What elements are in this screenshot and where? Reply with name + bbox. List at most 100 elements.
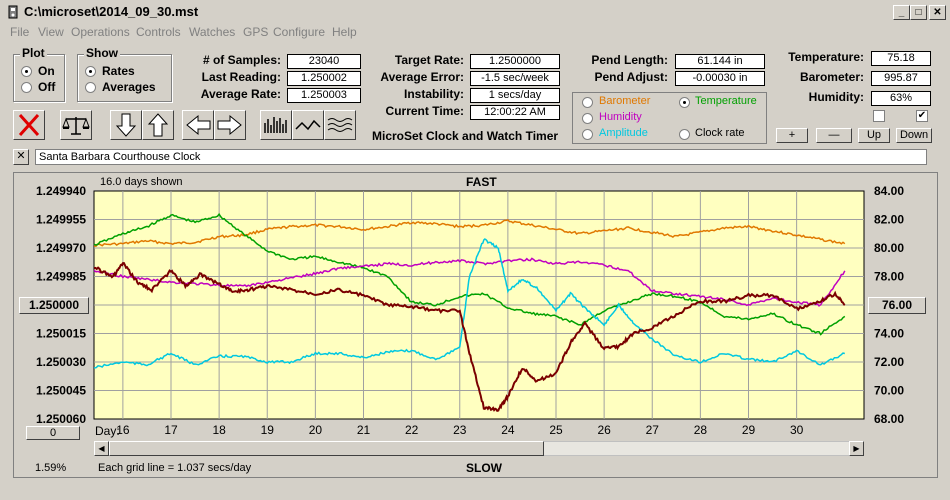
series-line-temperature: [93, 212, 846, 336]
maximize-button[interactable]: □: [910, 5, 927, 20]
app-icon: [8, 5, 18, 19]
show-rates-radio[interactable]: [85, 66, 96, 77]
show-averages-label: Averages: [102, 80, 156, 94]
x-tick-label: 29: [742, 423, 756, 437]
right-axis-ticks: 84.00 82.00 80.00 78.00 74.00 72.00 70.00 68.00: [874, 184, 904, 426]
plot-off-label: Off: [38, 80, 56, 94]
series-line-amplitude: [93, 238, 845, 369]
center-rate-button[interactable]: 1.250000: [19, 297, 89, 314]
triangle-left-icon: ◀: [98, 444, 105, 453]
line-view-button[interactable]: [292, 110, 324, 140]
zoom-in-button[interactable]: +: [776, 128, 808, 143]
x-tick-label: 25: [549, 423, 563, 437]
plot-group-title: Plot: [20, 46, 47, 60]
percent-label: 1.59%: [35, 462, 67, 474]
plot-on-radio[interactable]: [21, 66, 32, 77]
scroll-right-arrow[interactable]: ▶: [849, 441, 864, 456]
temperature-label: Temperature:: [788, 50, 864, 64]
x-tick-label: 20: [309, 423, 323, 437]
x-tick-label: 18: [212, 423, 226, 437]
option-checkbox-2[interactable]: ✔: [916, 110, 928, 122]
show-group: [77, 54, 172, 102]
y-left-tick-label: 1.249970: [36, 241, 86, 255]
y-left-tick-label: 1.250015: [36, 327, 86, 341]
x-tick-label: 17: [164, 423, 178, 437]
average-error-field: -1.5 sec/week: [470, 71, 560, 86]
last-reading-label: Last Reading:: [201, 70, 281, 84]
scroll-left-arrow[interactable]: ◀: [94, 441, 109, 456]
clock-name-input[interactable]: Santa Barbara Courthouse Clock: [35, 149, 927, 165]
offset-button[interactable]: 0: [26, 426, 80, 440]
wave-view-button[interactable]: [324, 110, 356, 140]
y-right-tick-label: 84.00: [874, 184, 904, 198]
show-group-title: Show: [84, 46, 120, 60]
average-error-label: Average Error:: [380, 70, 464, 84]
temperature-radio[interactable]: [679, 97, 690, 108]
temperature-field: 75.18: [871, 51, 931, 66]
arrow-down-icon: [115, 113, 137, 137]
close-window-button[interactable]: ✕: [929, 5, 946, 20]
menu-help[interactable]: Help: [332, 25, 357, 39]
app-caption: MicroSet Clock and Watch Timer: [372, 129, 559, 143]
scale-down-button[interactable]: Down: [896, 128, 932, 143]
left-axis-ticks: 1.249940 1.249955 1.249970 1.249985 1.250015…: [36, 184, 86, 426]
show-averages-radio[interactable]: [85, 82, 96, 93]
humidity-radio[interactable]: [582, 113, 593, 124]
average-rate-field: 1.250003: [287, 88, 361, 103]
x-tick-label: 27: [646, 423, 660, 437]
y-right-tick-label: 80.00: [874, 241, 904, 255]
close-icon: ✕: [933, 7, 942, 18]
y-left-tick-label: 1.250030: [36, 355, 86, 369]
clockrate-radio[interactable]: [679, 129, 690, 140]
menu-operations[interactable]: Operations: [71, 25, 130, 39]
wave-icon: [327, 118, 353, 132]
target-rate-label: Target Rate:: [394, 53, 464, 67]
balance-button[interactable]: [60, 110, 92, 140]
x-tick-label: 30: [790, 423, 804, 437]
center-temp-button[interactable]: 76.00: [868, 297, 926, 314]
grid-note: Each grid line = 1.037 secs/day: [98, 462, 252, 474]
scroll-left-button[interactable]: [182, 110, 214, 140]
humidity-field: 63%: [871, 91, 931, 106]
menu-watches[interactable]: Watches: [189, 25, 236, 39]
scale-up-button[interactable]: Up: [858, 128, 890, 143]
barometer-radio[interactable]: [582, 97, 593, 108]
plot-on-label: On: [38, 64, 55, 78]
x-tick-label: 26: [597, 423, 611, 437]
last-reading-field: 1.250002: [287, 71, 361, 86]
menu-gps[interactable]: GPS: [243, 25, 269, 39]
minimize-icon: _: [898, 7, 905, 18]
y-left-tick-label: 1.250060: [36, 412, 86, 426]
sensor-select-box: [572, 92, 767, 144]
samples-field: 23040: [287, 54, 361, 69]
instability-field: 1 secs/day: [470, 88, 560, 103]
menu-file[interactable]: File: [10, 25, 30, 39]
clockrate-option: Clock rate: [695, 127, 745, 139]
minimize-button[interactable]: _: [893, 5, 910, 20]
amplitude-radio[interactable]: [582, 129, 593, 140]
x-tick-label: 21: [357, 423, 371, 437]
stop-button[interactable]: [13, 110, 45, 140]
current-time-field: 12:00:22 AM: [470, 105, 560, 120]
zoom-out-button[interactable]: —: [816, 128, 852, 143]
clear-clock-button[interactable]: ✕: [13, 149, 29, 165]
pend-length-field[interactable]: 61.144 in: [675, 54, 765, 69]
histogram-view-button[interactable]: [260, 110, 292, 140]
y-right-tick-label: 72.00: [874, 355, 904, 369]
scroll-up-button[interactable]: [142, 110, 174, 140]
menu-controls[interactable]: Controls: [136, 25, 181, 39]
target-rate-field[interactable]: 1.2500000: [470, 54, 560, 69]
scroll-down-button[interactable]: [110, 110, 142, 140]
menu-view[interactable]: View: [38, 25, 64, 39]
scroll-right-button[interactable]: [214, 110, 246, 140]
scrollbar-thumb[interactable]: [109, 441, 544, 456]
checkmark-icon: ✔: [917, 110, 927, 121]
pend-adjust-label: Pend Adjust:: [594, 70, 668, 84]
option-checkbox-1[interactable]: [873, 110, 885, 122]
pend-adjust-field[interactable]: -0.00030 in: [675, 71, 765, 86]
x-tick-label: 23: [453, 423, 467, 437]
plot-off-radio[interactable]: [21, 82, 32, 93]
show-rates-label: Rates: [102, 64, 135, 78]
menu-configure[interactable]: Configure: [273, 25, 326, 39]
days-shown-label: 16.0 days shown: [100, 176, 183, 188]
